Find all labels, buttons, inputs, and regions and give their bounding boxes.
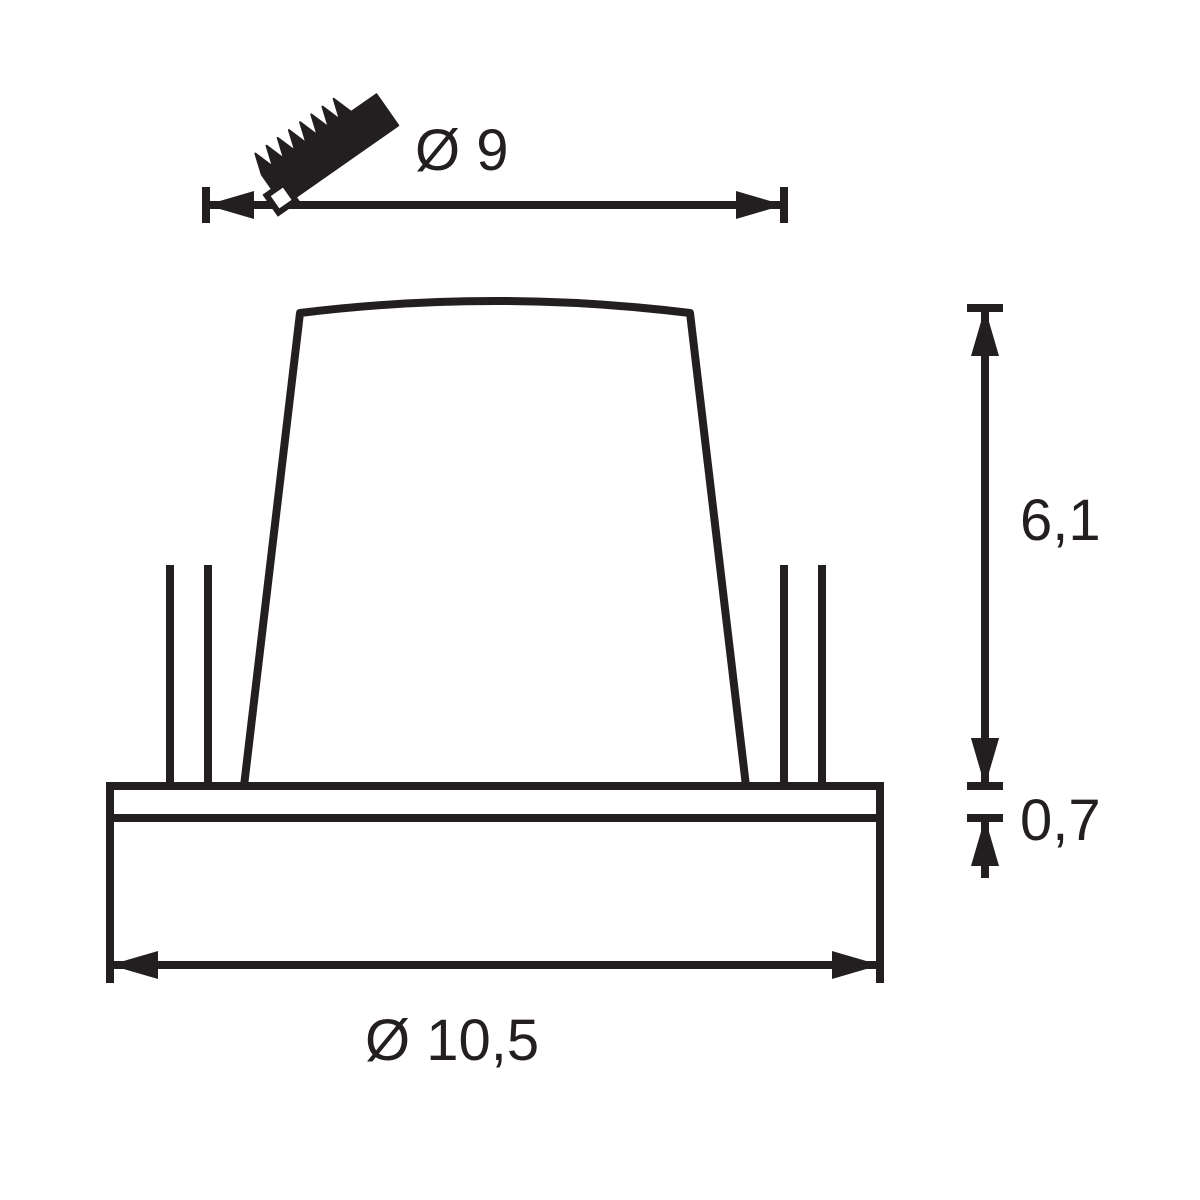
- flange: [110, 786, 880, 818]
- clip-right: [784, 565, 822, 786]
- technical-drawing: Ø 9 Ø 10,5 6,1 0,7: [0, 0, 1200, 1200]
- clip-left: [170, 565, 208, 786]
- label-body-height: 6,1: [1020, 488, 1101, 553]
- hole-saw-icon: [243, 77, 400, 212]
- label-outer-diameter: Ø 10,5: [365, 1008, 539, 1073]
- label-flange-thickness: 0,7: [1020, 788, 1101, 853]
- label-cutout-diameter: Ø 9: [415, 118, 509, 183]
- fixture-body: [244, 301, 746, 786]
